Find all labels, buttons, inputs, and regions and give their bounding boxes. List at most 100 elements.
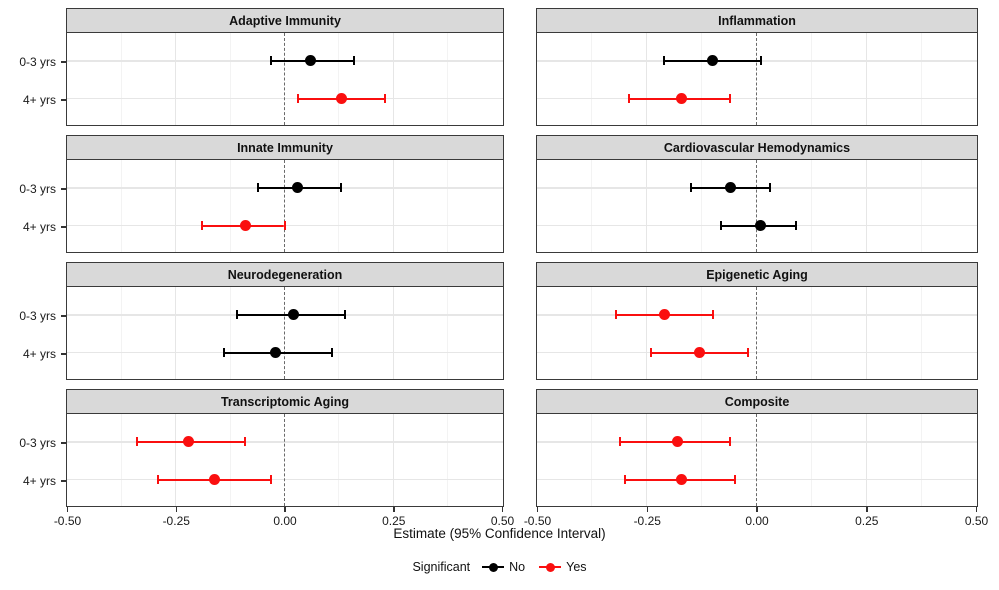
x-axis-tick <box>175 507 178 512</box>
x-axis-tick <box>975 507 978 512</box>
panel-plot-area <box>66 414 504 507</box>
legend-item-label: No <box>509 560 526 574</box>
ci-cap <box>619 437 622 447</box>
ci-cap <box>615 310 618 320</box>
x-axis-tick <box>393 507 395 512</box>
panel-plot-area <box>536 287 978 380</box>
x-axis-tick-label: -0.50 <box>53 514 82 528</box>
minor-gridline <box>120 414 122 506</box>
minor-gridline <box>920 160 922 252</box>
major-gridline <box>537 479 977 481</box>
ci-cap <box>235 310 238 320</box>
point-estimate <box>676 93 688 105</box>
minor-gridline <box>229 414 231 506</box>
legend-items: No Yes <box>482 560 587 574</box>
legend-dot <box>488 562 498 572</box>
y-axis-tick <box>61 480 66 482</box>
x-axis-tick <box>866 507 868 512</box>
zero-reference-line <box>283 287 285 379</box>
y-axis-label: 0-3 yrs <box>19 435 56 450</box>
point-estimate <box>755 220 767 232</box>
facet-panel: Epigenetic Aging <box>536 262 978 380</box>
minor-gridline <box>810 160 812 252</box>
minor-gridline <box>338 287 340 379</box>
minor-gridline <box>120 287 122 379</box>
major-gridline <box>537 98 977 100</box>
legend-item-label: Yes <box>566 560 587 574</box>
legend-point-icon <box>539 560 562 574</box>
x-axis-tick-label: 0.50 <box>490 514 515 528</box>
zero-reference-line <box>755 414 757 506</box>
major-gridline <box>646 287 648 379</box>
minor-gridline <box>810 33 812 125</box>
major-gridline <box>537 441 977 443</box>
panel-title: Epigenetic Aging <box>536 262 978 287</box>
minor-gridline <box>701 160 703 252</box>
y-axis-tick <box>61 99 66 101</box>
minor-gridline <box>120 160 122 252</box>
y-axis-tick <box>61 442 66 444</box>
minor-gridline <box>120 33 122 125</box>
facet-panel: Inflammation <box>536 8 978 126</box>
x-axis-tick <box>756 507 758 512</box>
x-axis-tick-label: -0.25 <box>162 514 190 528</box>
y-axis-tick <box>61 226 66 228</box>
x-axis-tick-label: 0.50 <box>964 514 989 528</box>
zero-reference-line <box>755 287 757 379</box>
x-axis-tick-label: -0.50 <box>523 514 552 528</box>
minor-gridline <box>920 287 922 379</box>
panel-title: Innate Immunity <box>66 135 504 160</box>
ci-cap <box>200 221 203 231</box>
minor-gridline <box>229 33 231 125</box>
ci-cap <box>746 348 749 358</box>
minor-gridline <box>920 414 922 506</box>
major-gridline <box>392 33 394 125</box>
point-estimate <box>270 347 282 359</box>
panel-title: Adaptive Immunity <box>66 8 504 33</box>
x-axis-tick <box>536 507 539 512</box>
panel-plot-area <box>66 33 504 126</box>
x-axis-tick-label: 0.25 <box>382 514 406 528</box>
point-estimate <box>239 220 251 232</box>
y-axis-label: 0-3 yrs <box>19 54 56 69</box>
major-gridline <box>865 287 867 379</box>
panel-plot-area <box>66 160 504 253</box>
major-gridline <box>865 160 867 252</box>
ci-cap <box>720 221 723 231</box>
y-axis-tick <box>61 61 66 63</box>
zero-reference-line <box>283 160 285 252</box>
y-axis-tick <box>61 315 66 317</box>
ci-cap <box>729 437 732 447</box>
ci-cap <box>257 183 260 193</box>
y-axis-label: 0-3 yrs <box>19 308 56 323</box>
panel-title: Composite <box>536 389 978 414</box>
y-axis-tick <box>61 188 66 190</box>
ci-cap <box>650 348 653 358</box>
major-gridline <box>175 33 177 125</box>
ci-cap <box>353 56 356 66</box>
minor-gridline <box>338 160 340 252</box>
major-gridline <box>865 414 867 506</box>
ci-cap <box>270 56 273 66</box>
major-gridline <box>646 33 648 125</box>
y-axis-label: 4+ yrs <box>22 346 56 361</box>
major-gridline <box>67 98 503 100</box>
y-axis-label: 4+ yrs <box>22 219 56 234</box>
minor-gridline <box>591 414 593 506</box>
ci-cap <box>244 437 247 447</box>
point-estimate <box>292 182 304 194</box>
minor-gridline <box>229 287 231 379</box>
ci-cap <box>689 183 692 193</box>
minor-gridline <box>701 287 703 379</box>
major-gridline <box>392 287 394 379</box>
zero-reference-line <box>755 33 757 125</box>
x-axis-tick <box>284 507 286 512</box>
x-axis-tick-label: 0.00 <box>273 514 297 528</box>
point-estimate <box>707 55 719 67</box>
ci-cap <box>759 56 762 66</box>
facet-panel: Adaptive Immunity <box>66 8 504 126</box>
legend-point-icon <box>482 560 505 574</box>
ci-cap <box>711 310 714 320</box>
legend-title: Significant <box>412 560 471 574</box>
